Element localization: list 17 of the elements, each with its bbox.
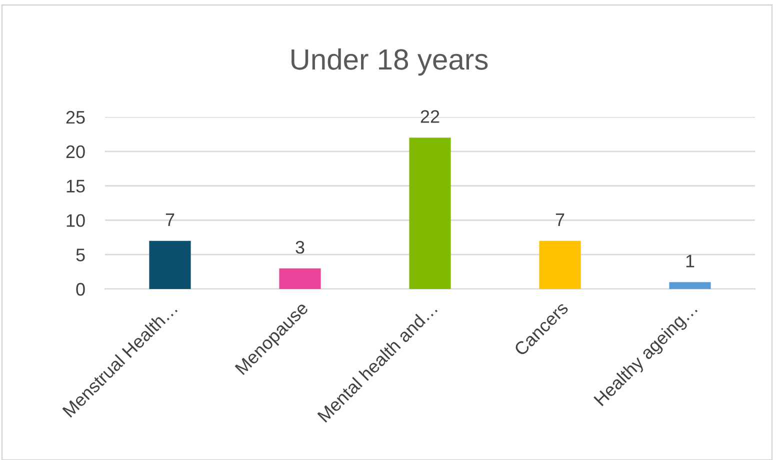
bar xyxy=(669,282,711,289)
data-label: 1 xyxy=(686,254,694,268)
y-tick-label: 10 xyxy=(66,214,85,227)
bar xyxy=(149,240,191,289)
data-label: 7 xyxy=(166,214,174,226)
bar xyxy=(279,268,321,289)
data-label: 22 xyxy=(420,110,440,123)
y-tick-label: 15 xyxy=(66,180,85,193)
y-tick-label: 5 xyxy=(76,248,85,262)
y-tick-label: 0 xyxy=(76,282,85,296)
y-tick-label: 25 xyxy=(66,110,85,124)
bar xyxy=(409,138,451,289)
bar xyxy=(539,240,581,289)
data-label: 3 xyxy=(296,240,304,254)
data-label: 7 xyxy=(556,214,564,226)
chart-title: Under 18 years xyxy=(292,48,488,76)
y-tick-label: 20 xyxy=(66,145,85,158)
